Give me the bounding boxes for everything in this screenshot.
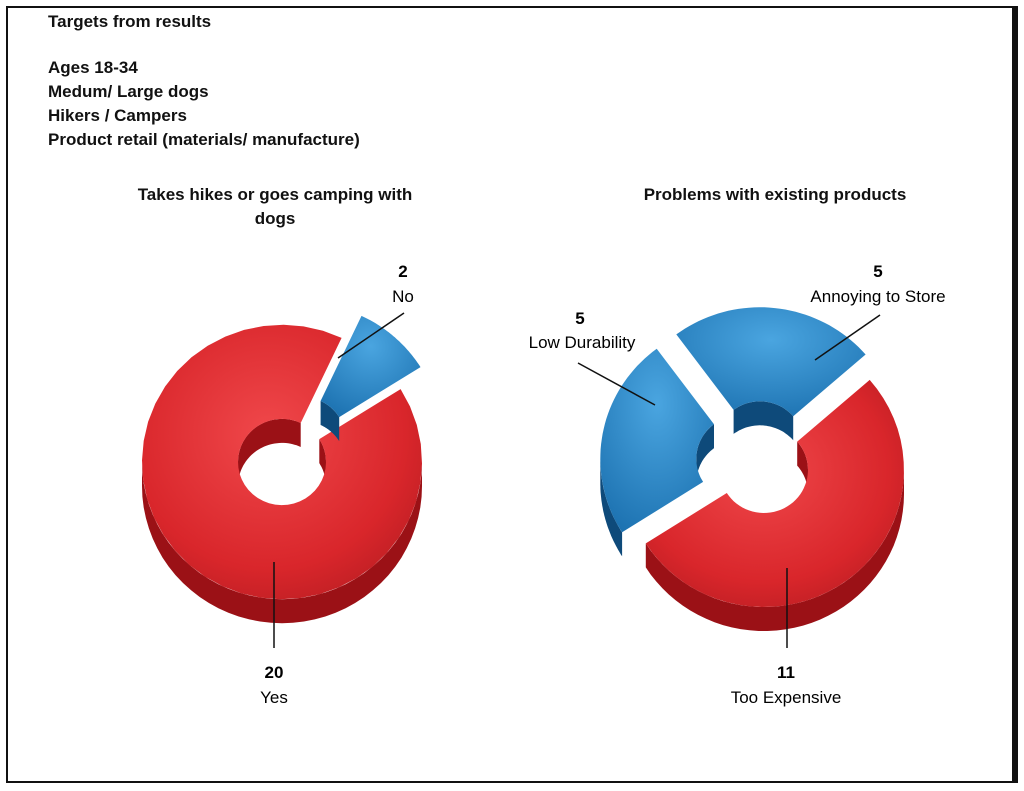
slice-too-expensive-inner-wall — [797, 441, 808, 494]
target-item: Ages 18-34 — [48, 58, 138, 77]
slice-annoying-to-store — [676, 307, 866, 417]
label-text-annoying: Annoying to Store — [810, 287, 945, 306]
label-value-low-durability: 5 — [575, 309, 584, 328]
slice-too-expensive — [645, 379, 904, 607]
leader-line-annoying — [814, 314, 881, 361]
page-title: Targets from results — [48, 12, 212, 31]
label-text-low-durability: Low Durability — [529, 333, 636, 352]
target-item: Product retail (materials/ manufacture) — [48, 130, 360, 149]
chart-title-hiking: Takes hikes or goes camping with dogs — [137, 185, 413, 228]
label-value-too-expensive: 11 — [777, 663, 795, 682]
slice-yes-side — [142, 462, 422, 624]
targets-list: Ages 18-34 Medum/ Large dogs Hikers / Ca… — [48, 56, 360, 152]
label-value-no: 2 — [398, 262, 407, 281]
chart-problems — [600, 307, 904, 631]
slice-yes-inner-wall — [238, 418, 301, 486]
page-frame — [6, 6, 1014, 783]
frame-top-border — [6, 6, 1014, 8]
leader-line-no — [337, 312, 405, 359]
slice-yes-inner-wall — [319, 439, 326, 486]
label-value-yes: 20 — [265, 663, 284, 682]
frame-right-border — [1014, 6, 1018, 783]
chart-hiking — [142, 315, 422, 624]
slice-annoying-to-store-inner-wall — [733, 401, 794, 441]
label-value-annoying: 5 — [873, 262, 882, 281]
label-text-no: No — [392, 287, 414, 306]
slice-low-durability-side — [600, 458, 623, 557]
target-item: Hikers / Campers — [48, 106, 187, 125]
slice-low-durability — [600, 348, 714, 533]
slice-no-inner-wall — [320, 401, 340, 442]
leader-line-low-durability — [577, 362, 656, 406]
label-text-too-expensive: Too Expensive — [731, 688, 842, 707]
slice-yes — [142, 324, 422, 600]
slice-too-expensive-side — [645, 469, 904, 631]
slice-no — [320, 315, 421, 418]
chart-title-problems: Problems with existing products — [643, 185, 907, 204]
slice-low-durability-inner-wall — [696, 424, 714, 483]
label-text-yes: Yes — [260, 688, 288, 707]
target-item: Medum/ Large dogs — [48, 82, 209, 101]
